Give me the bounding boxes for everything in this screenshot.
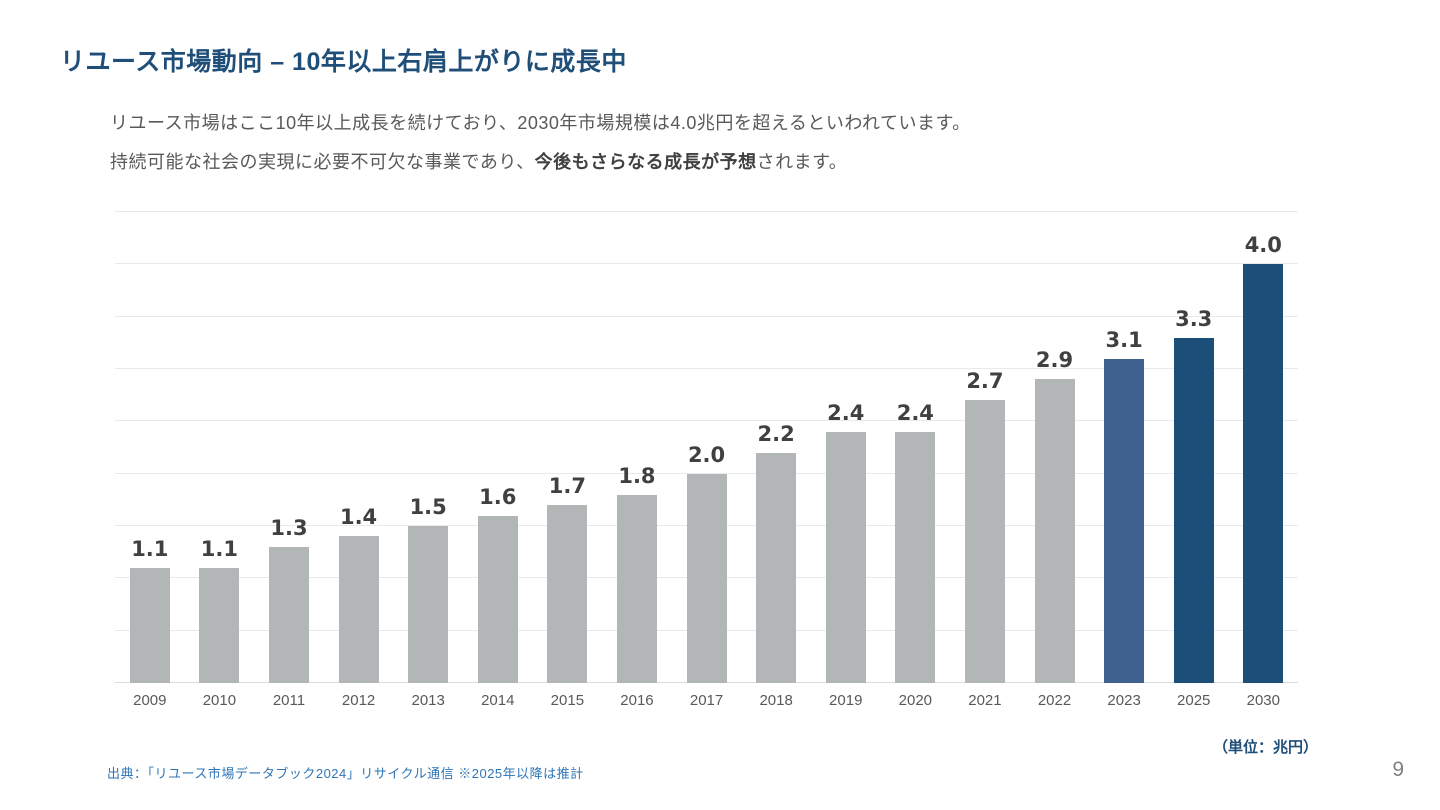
chart-x-axis-labels: 2009 2010 2011 2012 2013 2014 2015 2016 2017 2018… <box>115 692 1298 709</box>
bar <box>1104 359 1145 683</box>
body-line-2-post: されます。 <box>756 152 848 172</box>
bar-column: 1.1 <box>185 212 255 683</box>
bar-column: 1.4 <box>324 212 394 683</box>
bar <box>268 547 309 683</box>
gridline <box>115 420 1298 422</box>
gridline <box>115 368 1298 369</box>
bar-value-label: 1.7 <box>548 474 586 498</box>
bar-column: 2.9 <box>1020 212 1090 683</box>
bar-column: 2.0 <box>672 212 742 683</box>
bar <box>547 505 588 683</box>
bar-value-label: 2.4 <box>896 401 934 425</box>
x-axis-label: 2021 <box>968 692 1002 709</box>
x-axis-label: 2023 <box>1107 692 1141 709</box>
bar <box>895 432 936 683</box>
bar <box>477 516 518 683</box>
x-axis-label: 2010 <box>202 692 237 709</box>
bar-value-label: 1.1 <box>200 537 238 561</box>
bar-value-label: 2.4 <box>827 401 865 425</box>
page-number: 9 <box>1392 758 1404 781</box>
gridline <box>115 211 1298 212</box>
bar-value-label: 2.9 <box>1035 348 1074 372</box>
x-axis-label: 2018 <box>759 692 793 709</box>
bar <box>338 536 379 683</box>
bar <box>1034 379 1075 683</box>
bar-value-label: 2.7 <box>966 369 1004 393</box>
x-axis-label: 2014 <box>481 692 515 709</box>
chart-bars: 1.1 1.1 1.3 1.4 1.5 1.6 1.7 1.8 2.0 2.2 2.4 2.4 2.7 2… <box>115 212 1298 683</box>
bar-value-label: 2.2 <box>757 422 795 446</box>
x-axis-label: 2009 <box>133 692 167 709</box>
bar <box>199 568 240 683</box>
bar <box>129 568 170 683</box>
x-axis-label: 2011 <box>272 692 306 709</box>
bar-value-label: 1.1 <box>131 537 169 561</box>
x-axis-label: 2012 <box>341 692 376 709</box>
bar-value-label: 3.1 <box>1105 328 1143 352</box>
bar-value-label: 1.3 <box>270 516 308 540</box>
x-axis-label: 2022 <box>1037 692 1072 709</box>
x-axis-label: 2020 <box>898 692 933 709</box>
bar-value-label: 2.0 <box>687 443 726 467</box>
bar-column: 3.3 <box>1159 212 1229 683</box>
x-axis-label: 2016 <box>620 692 654 709</box>
unit-note: （単位：兆円） <box>1212 739 1318 756</box>
bar-column: 1.3 <box>254 212 324 683</box>
bar <box>1173 338 1214 683</box>
x-axis-label: 2013 <box>411 692 445 709</box>
bar-chart: 1.1 1.1 1.3 1.4 1.5 1.6 1.7 1.8 2.0 2.2 2.4 2.4 2.7 2… <box>115 211 1298 683</box>
bar-column: 1.5 <box>393 212 463 683</box>
x-axis-label: 2015 <box>550 692 585 709</box>
bar <box>408 526 449 683</box>
body-text: リユース市場はここ10年以上成長を続けており、2030年市場規模は4.0兆円を超… <box>110 104 971 182</box>
bar <box>964 400 1005 683</box>
bar <box>1243 264 1284 683</box>
bar-column: 4.0 <box>1229 212 1299 683</box>
gridline <box>115 472 1298 474</box>
bar <box>825 432 866 683</box>
bar-value-label: 1.5 <box>409 495 447 519</box>
body-line-2-bold: 今後もさらなる成長が予想 <box>534 152 757 172</box>
bar-column: 2.7 <box>950 212 1020 683</box>
bar-column: 1.6 <box>463 212 533 683</box>
bar-value-label: 1.8 <box>618 464 656 488</box>
x-axis-label: 2019 <box>829 692 863 709</box>
gridline <box>115 315 1298 317</box>
bar-column: 3.1 <box>1089 212 1159 683</box>
bar-value-label: 4.0 <box>1244 233 1282 257</box>
x-axis-label: 2025 <box>1177 692 1211 709</box>
body-line-1: リユース市場はここ10年以上成長を続けており、2030年市場規模は4.0兆円を超… <box>110 113 971 133</box>
bar-value-label: 1.6 <box>479 485 517 509</box>
source-note: 出典：「リユース市場データブック2024」リサイクル通信 ※2025年以降は推計 <box>107 766 584 781</box>
body-line-2: 持続可能な社会の実現に必要不可欠な事業であり、今後もさらなる成長が予想されます。 <box>110 143 971 182</box>
bar <box>756 453 797 683</box>
gridline <box>115 263 1298 265</box>
x-axis-label: 2017 <box>689 692 724 709</box>
bar-column: 2.4 <box>881 212 951 683</box>
bar-column: 1.1 <box>115 212 185 683</box>
bar <box>686 474 727 683</box>
bar-column: 2.4 <box>811 212 881 683</box>
bar <box>616 495 657 683</box>
bar-column: 1.8 <box>602 212 672 683</box>
bar-column: 2.2 <box>741 212 811 683</box>
bar-column: 1.7 <box>533 212 603 683</box>
bar-value-label: 3.3 <box>1175 307 1213 331</box>
page-title: リユース市場動向 – 10年以上右肩上がりに成長中 <box>60 48 627 76</box>
x-axis-label: 2030 <box>1246 692 1280 709</box>
bar-value-label: 1.4 <box>339 505 378 529</box>
body-line-2-pre: 持続可能な社会の実現に必要不可欠な事業であり、 <box>110 152 535 172</box>
